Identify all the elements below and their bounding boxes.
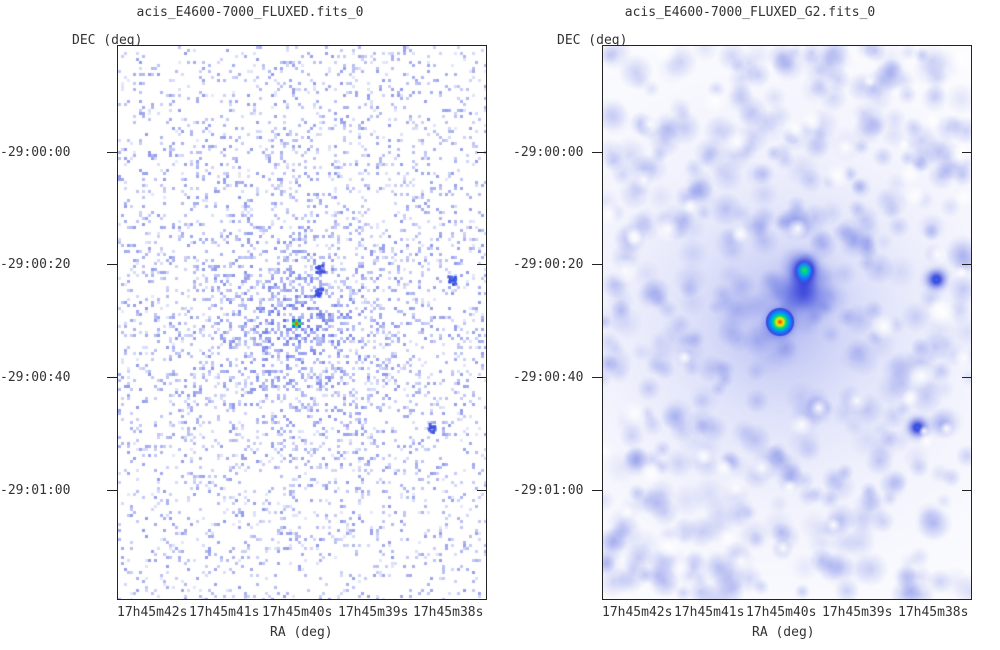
x-tick-label: 17h45m42s xyxy=(117,605,188,620)
x-tick-label: 17h45m38s xyxy=(898,605,969,620)
y-tick-mark xyxy=(107,152,117,153)
panel-title: acis_E4600-7000_FLUXED_G2.fits_0 xyxy=(624,5,876,20)
raw-flux-image xyxy=(118,46,486,599)
y-axis-label: DEC (deg) xyxy=(557,33,628,48)
x-tick-label: 17h45m40s xyxy=(746,605,817,620)
y-tick-label: -29:00:20 xyxy=(0,257,71,272)
y-axis-label: DEC (deg) xyxy=(72,33,143,48)
y-tick-mark xyxy=(962,377,972,378)
smoothed-flux-image xyxy=(603,46,971,599)
x-axis-label: RA (deg) xyxy=(752,625,815,640)
y-tick-mark xyxy=(477,490,487,491)
x-tick-label: 17h45m41s xyxy=(674,605,745,620)
image-frame[interactable] xyxy=(117,45,487,600)
y-tick-mark xyxy=(477,264,487,265)
x-tick-label: 17h45m41s xyxy=(189,605,260,620)
y-tick-label: -29:00:00 xyxy=(513,145,584,160)
y-tick-label: -29:00:00 xyxy=(0,145,71,160)
x-tick-label: 17h45m42s xyxy=(602,605,673,620)
y-tick-mark xyxy=(477,152,487,153)
y-tick-mark xyxy=(107,264,117,265)
panel-title: acis_E4600-7000_FLUXED.fits_0 xyxy=(136,5,364,20)
y-tick-mark xyxy=(107,490,117,491)
y-tick-label: -29:00:40 xyxy=(513,370,584,385)
y-tick-mark xyxy=(592,490,602,491)
y-tick-mark xyxy=(592,264,602,265)
y-tick-mark xyxy=(592,152,602,153)
y-tick-mark xyxy=(962,152,972,153)
x-tick-label: 17h45m40s xyxy=(262,605,333,620)
y-tick-label: -29:00:40 xyxy=(0,370,71,385)
y-tick-label: -29:01:00 xyxy=(513,483,584,498)
y-tick-mark xyxy=(962,264,972,265)
image-panel-raw: acis_E4600-7000_FLUXED.fits_0 DEC (deg) … xyxy=(0,5,487,640)
y-tick-mark xyxy=(592,377,602,378)
image-panel-smoothed: acis_E4600-7000_FLUXED_G2.fits_0 DEC (de… xyxy=(500,0,1000,650)
image-frame[interactable] xyxy=(602,45,972,600)
y-tick-label: -29:01:00 xyxy=(0,483,71,498)
x-tick-label: 17h45m39s xyxy=(822,605,893,620)
y-tick-mark xyxy=(477,377,487,378)
x-axis-label: RA (deg) xyxy=(270,625,333,640)
x-tick-label: 17h45m38s xyxy=(413,605,484,620)
y-tick-mark xyxy=(107,377,117,378)
y-tick-label: -29:00:20 xyxy=(513,257,584,272)
y-tick-mark xyxy=(962,490,972,491)
x-tick-label: 17h45m39s xyxy=(338,605,409,620)
